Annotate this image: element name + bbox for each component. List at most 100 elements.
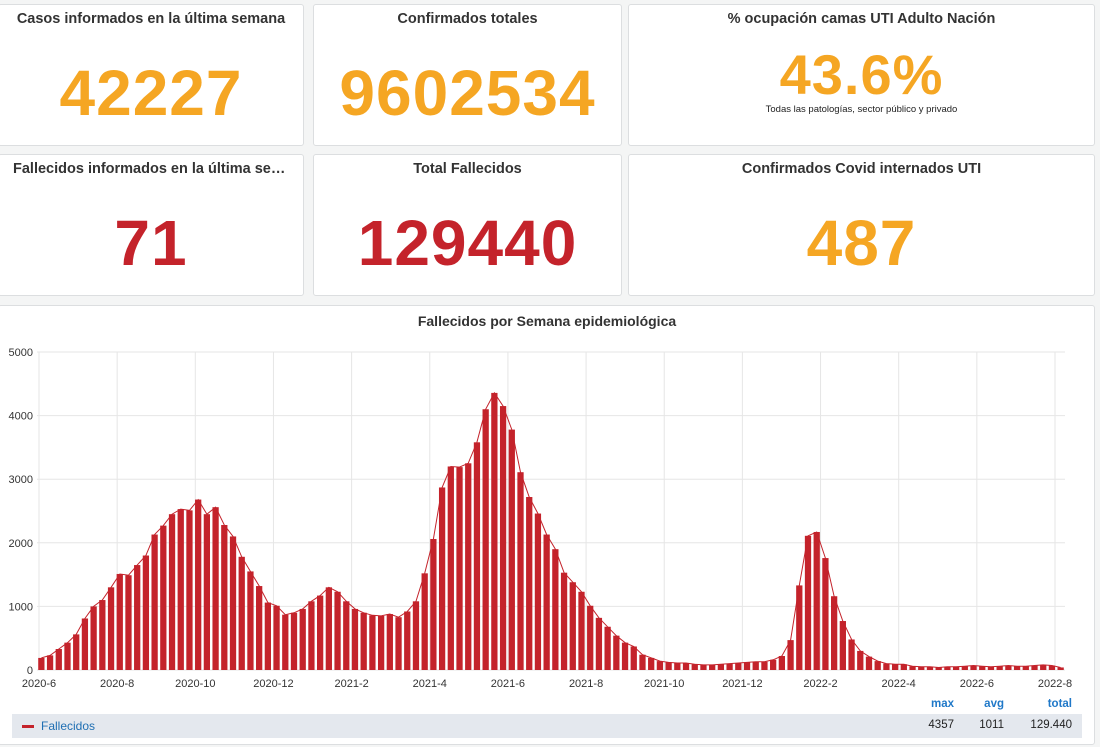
legend-row-fallecidos[interactable]: Fallecidos 4357 1011 129.440	[12, 714, 1082, 738]
bar[interactable]	[90, 606, 97, 670]
bar[interactable]	[883, 663, 890, 670]
bar[interactable]	[238, 556, 245, 670]
stat-panel-casos-semana[interactable]: Casos informados en la última semana 422…	[0, 4, 304, 146]
bar[interactable]	[107, 587, 115, 670]
bar[interactable]	[430, 538, 437, 670]
bar[interactable]	[918, 666, 925, 670]
bar[interactable]	[935, 667, 942, 670]
bar[interactable]	[160, 525, 167, 670]
legend-avg-header[interactable]: avg	[984, 698, 1004, 710]
bar[interactable]	[735, 663, 742, 670]
bar[interactable]	[987, 666, 995, 670]
bar[interactable]	[891, 664, 899, 670]
bar[interactable]	[316, 595, 324, 670]
stat-panel-confirmados-totales[interactable]: Confirmados totales 9602534	[313, 4, 622, 146]
bar[interactable]	[212, 507, 219, 670]
bar[interactable]	[395, 617, 402, 670]
bar[interactable]	[1048, 665, 1056, 670]
bar[interactable]	[1022, 666, 1029, 670]
bar[interactable]	[73, 634, 80, 670]
bar[interactable]	[438, 487, 446, 670]
bar[interactable]	[168, 514, 176, 670]
bar[interactable]	[247, 571, 254, 670]
legend-series-name[interactable]: Fallecidos	[41, 719, 96, 733]
bar[interactable]	[961, 666, 968, 670]
bar[interactable]	[822, 558, 829, 670]
stat-panel-ocupacion-uti[interactable]: % ocupación camas UTI Adulto Nación 43.6…	[628, 4, 1095, 146]
bar[interactable]	[1057, 667, 1064, 670]
bar[interactable]	[1040, 664, 1047, 670]
bar[interactable]	[970, 665, 977, 670]
bar[interactable]	[648, 657, 655, 670]
legend-total-header[interactable]: total	[1047, 698, 1072, 710]
bar[interactable]	[1031, 665, 1038, 670]
bar[interactable]	[865, 656, 873, 670]
bar[interactable]	[360, 612, 367, 670]
legend-max-header[interactable]: max	[930, 698, 954, 710]
bar[interactable]	[979, 666, 986, 670]
bar[interactable]	[517, 472, 524, 670]
bar[interactable]	[134, 565, 141, 670]
bar[interactable]	[787, 640, 794, 670]
bar[interactable]	[587, 605, 594, 670]
bar[interactable]	[778, 656, 786, 670]
bar[interactable]	[743, 662, 751, 670]
bar[interactable]	[55, 649, 62, 670]
bar[interactable]	[386, 614, 393, 670]
bar[interactable]	[465, 463, 472, 670]
stat-panel-total-fallecidos[interactable]: Total Fallecidos 129440	[313, 154, 622, 296]
bar[interactable]	[552, 549, 559, 670]
bar[interactable]	[656, 661, 664, 670]
bar[interactable]	[343, 601, 350, 670]
bar[interactable]	[700, 664, 707, 670]
bar[interactable]	[630, 646, 637, 670]
bar[interactable]	[848, 639, 855, 670]
bar[interactable]	[473, 442, 481, 670]
bar[interactable]	[770, 659, 777, 670]
bar[interactable]	[804, 535, 812, 670]
bar[interactable]	[351, 608, 359, 670]
bar[interactable]	[508, 429, 515, 670]
bar[interactable]	[909, 666, 916, 670]
bar[interactable]	[256, 586, 263, 670]
bar[interactable]	[221, 524, 228, 670]
bar[interactable]	[290, 612, 298, 670]
bar[interactable]	[499, 406, 507, 670]
bar[interactable]	[64, 642, 71, 670]
bar[interactable]	[325, 587, 332, 670]
bar[interactable]	[900, 664, 907, 670]
bar[interactable]	[709, 664, 716, 670]
bar[interactable]	[186, 510, 193, 670]
bar[interactable]	[839, 621, 846, 670]
bar[interactable]	[996, 666, 1003, 670]
bar[interactable]	[674, 663, 681, 670]
bar[interactable]	[447, 466, 454, 670]
bar[interactable]	[1013, 666, 1021, 670]
bar[interactable]	[99, 600, 106, 670]
bar[interactable]	[613, 635, 620, 670]
bar[interactable]	[195, 499, 202, 670]
bar[interactable]	[125, 575, 132, 670]
bar[interactable]	[116, 573, 123, 670]
bar[interactable]	[377, 615, 385, 670]
bar[interactable]	[38, 657, 45, 670]
bar[interactable]	[621, 642, 629, 670]
bar[interactable]	[404, 611, 411, 670]
bar[interactable]	[543, 534, 550, 670]
bar[interactable]	[665, 662, 672, 670]
bar[interactable]	[717, 664, 725, 670]
bar[interactable]	[264, 602, 272, 670]
bar[interactable]	[830, 596, 838, 670]
bar[interactable]	[560, 572, 568, 670]
bar[interactable]	[752, 661, 759, 670]
bar[interactable]	[534, 513, 542, 670]
bar[interactable]	[578, 591, 585, 670]
bar[interactable]	[334, 591, 341, 670]
bar[interactable]	[874, 661, 881, 670]
bar[interactable]	[491, 392, 498, 670]
bar[interactable]	[299, 608, 306, 670]
bar[interactable]	[682, 663, 690, 670]
bar[interactable]	[952, 666, 960, 670]
bar[interactable]	[639, 654, 646, 670]
bar[interactable]	[421, 573, 428, 670]
